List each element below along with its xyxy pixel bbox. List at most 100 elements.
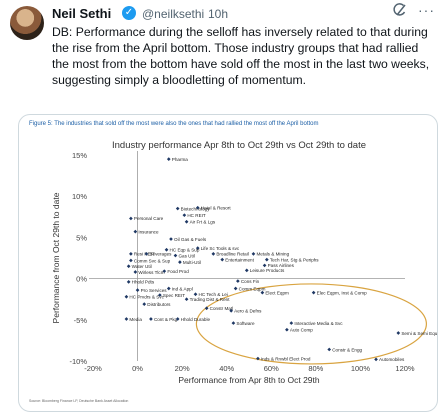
tweet-media-chart[interactable]: Figure 5: The industries that sold off t… — [18, 114, 438, 412]
data-point — [311, 290, 316, 295]
figure-caption: Figure 5: The industries that sold off t… — [29, 121, 319, 127]
grok-icon[interactable] — [392, 2, 408, 18]
data-point-label: Trading Dist & Rent — [190, 297, 231, 302]
data-point-label: HC Prvdrs & Svc — [129, 295, 164, 300]
avatar[interactable] — [10, 6, 44, 40]
data-point-label: Pharma — [172, 157, 189, 162]
data-point — [195, 246, 200, 250]
data-point-label: Aero & Defns — [234, 309, 262, 314]
data-point-label: HC REIT — [187, 213, 206, 218]
data-point — [149, 317, 153, 321]
data-point — [124, 294, 129, 299]
data-point-label: Wirless Tlcm — [138, 270, 164, 275]
separator-dot: · — [198, 7, 202, 21]
data-point-label: Multi-Util — [183, 260, 201, 265]
data-point — [195, 205, 200, 210]
data-point-label: HC Tech & Lei — [199, 292, 228, 297]
x-tick-label: 40% — [219, 364, 234, 373]
data-point — [233, 286, 238, 291]
chart-title: Industry performance Apr 8th to Oct 29th… — [112, 140, 366, 151]
author-handle[interactable]: @neilksethi — [142, 7, 205, 21]
y-tick-label: 0% — [76, 275, 87, 284]
y-tick-label: -5% — [74, 316, 88, 325]
data-point-label: Oil Gas & Fuels — [174, 237, 207, 242]
data-point-label: Elect Eqpm — [265, 290, 289, 295]
data-point-label: Insurance — [138, 229, 159, 234]
data-point-label: Comm Svc & Sup — [134, 258, 171, 263]
data-point — [129, 258, 133, 263]
data-point — [126, 264, 131, 269]
data-point-label: Auto Comp — [290, 327, 313, 332]
y-tick-label: 15% — [72, 151, 87, 160]
data-point — [142, 302, 147, 306]
timestamp[interactable]: 10h — [208, 7, 229, 21]
data-point — [169, 237, 173, 241]
data-point — [175, 317, 180, 321]
data-point-label: Food Prod — [167, 269, 189, 274]
data-point-label: Interactive Media & Svc — [294, 321, 343, 326]
author-name[interactable]: Neil Sethi — [52, 6, 112, 21]
data-point-label: Leisure Products — [250, 268, 285, 273]
data-point — [256, 356, 260, 361]
data-point-label: Pass Airlines — [268, 263, 295, 268]
data-point — [182, 213, 187, 217]
data-point — [144, 252, 149, 256]
x-axis-label: Performance from Apr 8th to Oct 29th — [178, 375, 320, 385]
data-point-label: Beverages — [149, 252, 172, 257]
data-point — [129, 216, 133, 221]
data-point — [135, 288, 140, 292]
data-point — [133, 270, 138, 274]
data-point — [220, 257, 225, 262]
data-point-label: Pro Services — [141, 288, 168, 293]
x-tick-label: 100% — [351, 364, 371, 373]
verified-badge-icon: ✓ — [122, 6, 136, 20]
data-point — [260, 290, 265, 295]
data-point — [124, 317, 129, 321]
data-point — [164, 247, 169, 252]
data-point-label: Entertainment — [225, 257, 254, 262]
data-point-label: Semi & Semi Equip — [401, 331, 437, 336]
data-point — [204, 306, 209, 311]
data-point-label: Hotel & Resort — [201, 206, 232, 211]
data-point — [262, 263, 267, 268]
data-point — [166, 286, 171, 291]
data-point-label: Biotechnology — [181, 206, 211, 211]
data-point — [236, 279, 240, 283]
data-point-label: Media — [129, 317, 142, 322]
x-tick-label: -20% — [84, 364, 102, 373]
data-point-label: Life Sc Tools & svc — [201, 246, 240, 251]
x-tick-label: 0% — [132, 364, 143, 373]
data-point-label: Constr & Engg — [332, 347, 362, 352]
data-point-label: Gas Util — [178, 253, 194, 258]
data-point — [184, 219, 189, 224]
data-point-label: Comm Eqpm — [239, 286, 266, 291]
x-tick-label: 20% — [175, 364, 190, 373]
data-point — [178, 260, 182, 264]
data-point-label: Hhold Pdts — [132, 280, 155, 285]
data-point-label: Cons Fin — [241, 279, 260, 284]
data-point-label: Air Frt & Lgs — [190, 220, 216, 225]
x-tick-label: 60% — [264, 364, 279, 373]
data-point — [175, 206, 180, 211]
data-point — [162, 269, 167, 274]
y-tick-label: 10% — [72, 192, 87, 201]
data-point — [251, 252, 256, 256]
data-point — [264, 257, 269, 262]
data-point — [229, 308, 234, 313]
y-axis-label: Performance from Oct 29th to date — [51, 192, 61, 323]
more-icon[interactable]: ··· — [418, 2, 435, 18]
data-point-label: Cont & Pkg — [154, 317, 178, 322]
data-point-label: Spec REIT — [163, 293, 185, 298]
data-point — [133, 229, 138, 234]
data-point-label: Metals & Mining — [256, 252, 289, 257]
data-point-label: Broadline Retail — [216, 252, 248, 257]
data-point — [244, 268, 249, 273]
data-point — [327, 347, 332, 352]
y-tick-label: 5% — [76, 233, 87, 242]
data-point — [374, 357, 378, 362]
data-point — [211, 252, 216, 256]
data-point-label: Tech Har, Stg & Periphs — [270, 257, 319, 262]
figure-source: Source: Bloomberg Finance LP, Deutsche B… — [29, 399, 129, 403]
data-point — [158, 293, 162, 297]
x-tick-label: 120% — [395, 364, 415, 373]
